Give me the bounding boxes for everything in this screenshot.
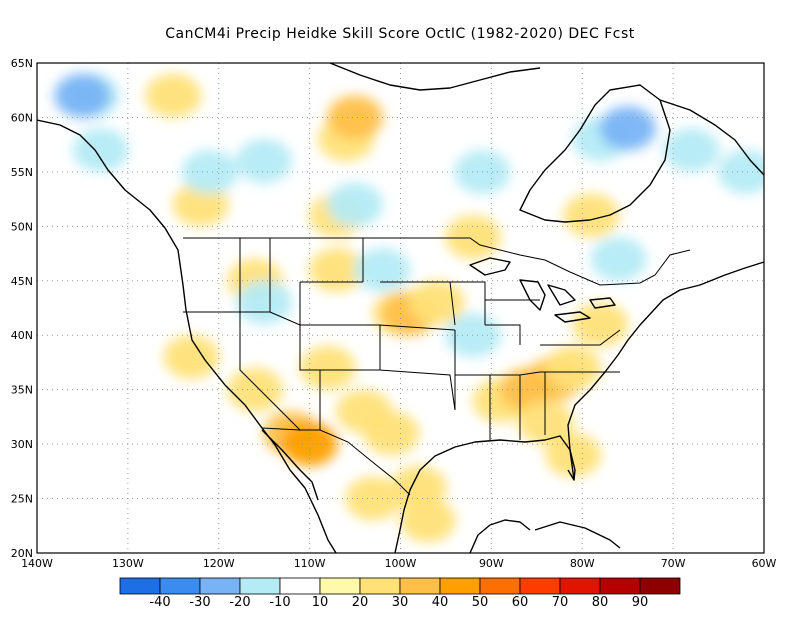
colorbar-swatch xyxy=(159,577,201,595)
colorbar-swatch xyxy=(599,577,641,595)
skill-shading-cell xyxy=(299,345,356,390)
skill-shading-cell xyxy=(236,139,293,183)
colorbar-swatch xyxy=(439,577,481,595)
colorbar-swatch xyxy=(519,577,561,595)
skill-shading-cell xyxy=(181,149,238,194)
colorbar-label: 90 xyxy=(632,595,649,610)
longitude-tick-label: 60W xyxy=(752,557,777,570)
skill-shading-cell xyxy=(236,280,293,325)
latitude-tick-label: 30N xyxy=(11,438,33,451)
hudson-bay-outline xyxy=(519,84,671,223)
arctic-coast xyxy=(329,63,541,91)
skill-shading-cell xyxy=(717,149,764,194)
coastlines-and-borders xyxy=(37,63,764,553)
us-state-borders xyxy=(183,238,621,440)
skill-shading-cell xyxy=(354,247,411,292)
latitude-tick-label: 35N xyxy=(11,384,33,397)
skill-shading-cell xyxy=(545,345,602,390)
colorbar-swatch xyxy=(639,577,681,595)
colorbar-label: -10 xyxy=(269,595,290,610)
colorbar-label: 70 xyxy=(552,595,569,610)
colorbar-label: 20 xyxy=(352,595,369,610)
map-frame xyxy=(36,62,765,554)
latitude-tick-label: 20N xyxy=(11,547,33,560)
colorbar-label: 60 xyxy=(512,595,529,610)
skill-shading-cell xyxy=(399,498,456,543)
skill-shading-cell xyxy=(599,106,656,151)
skill-shading-cell xyxy=(54,73,111,118)
colorbar: -40 -30 -20 -10 10 20 30 40 50 60 70 80 90 xyxy=(119,577,681,610)
north-america-pacific-coast xyxy=(37,119,337,553)
colorbar-label: 10 xyxy=(312,595,329,610)
colorbar-swatch xyxy=(239,577,281,595)
skill-shading-cell xyxy=(590,237,647,281)
skill-shading-cell xyxy=(572,302,629,347)
gulf-of-california-coast xyxy=(261,429,319,501)
skill-shading-cell xyxy=(517,400,574,445)
longitude-tick-label: 120W xyxy=(203,557,235,570)
latitude-tick-labels: 65N 60N 55N 50N 45N 40N 35N 30N 25N 20N xyxy=(11,57,33,560)
colorbar-label: -20 xyxy=(229,595,250,610)
latitude-tick-label: 65N xyxy=(11,57,33,70)
longitude-tick-label: 90W xyxy=(479,557,504,570)
skill-shading-cell xyxy=(281,422,338,467)
us-canada-border xyxy=(183,237,691,286)
skill-shading-cell xyxy=(345,476,402,521)
longitude-tick-label: 80W xyxy=(570,557,595,570)
map-title: CanCM4i Precip Heidke Skill Score OctIC … xyxy=(165,26,635,42)
longitude-tick-label: 100W xyxy=(385,557,417,570)
latitude-tick-label: 60N xyxy=(11,111,33,124)
colorbar-swatch xyxy=(319,577,361,595)
longitude-tick-label: 140W xyxy=(21,557,53,570)
longitude-tick-labels: 140W 130W 120W 110W 100W 90W 80W 70W 60W xyxy=(21,557,776,570)
skill-shading-cell xyxy=(363,411,420,456)
colorbar-swatch xyxy=(199,577,241,595)
skill-shading-cell xyxy=(445,215,502,260)
skill-shading-cell xyxy=(563,193,620,238)
colorbar-label: 40 xyxy=(432,595,449,610)
skill-shading-cell xyxy=(327,182,384,227)
colorbar-label: 30 xyxy=(392,595,409,610)
colorbar-label: 80 xyxy=(592,595,609,610)
skill-shading-cell xyxy=(327,95,384,140)
atlantic-coast xyxy=(567,261,764,481)
great-lakes-outline xyxy=(469,257,616,323)
latitude-tick-label: 45N xyxy=(11,275,33,288)
skill-shading-cell xyxy=(663,128,720,173)
colorbar-label: -30 xyxy=(189,595,210,610)
colorbar-swatch xyxy=(279,577,321,595)
skill-shading-cell xyxy=(445,313,502,358)
colorbar-label: -40 xyxy=(149,595,170,610)
latitude-tick-label: 55N xyxy=(11,166,33,179)
skill-shading-cell xyxy=(145,73,202,118)
longitude-tick-label: 130W xyxy=(112,557,144,570)
skill-shading-cell xyxy=(163,335,220,379)
colorbar-swatch xyxy=(119,577,161,595)
skill-shading-cell xyxy=(72,128,129,173)
lat-lon-gridlines xyxy=(37,63,764,553)
colorbar-swatch xyxy=(479,577,521,595)
yucatan-coast xyxy=(469,519,531,553)
latitude-tick-label: 25N xyxy=(11,493,33,506)
state-province-borders xyxy=(183,237,691,496)
colorbar-swatch xyxy=(559,577,601,595)
labrador-coast xyxy=(659,99,764,176)
skill-shading-cell xyxy=(172,182,229,227)
gulf-of-mexico-coast xyxy=(394,435,576,553)
longitude-tick-label: 70W xyxy=(661,557,686,570)
colorbar-label: 50 xyxy=(472,595,489,610)
longitude-tick-label: 110W xyxy=(294,557,326,570)
latitude-tick-label: 40N xyxy=(11,329,33,342)
colorbar-swatch xyxy=(399,577,441,595)
colorbar-swatch xyxy=(359,577,401,595)
skill-shading-layer xyxy=(54,73,764,543)
cuba-outline xyxy=(534,521,621,549)
latitude-tick-label: 50N xyxy=(11,220,33,233)
